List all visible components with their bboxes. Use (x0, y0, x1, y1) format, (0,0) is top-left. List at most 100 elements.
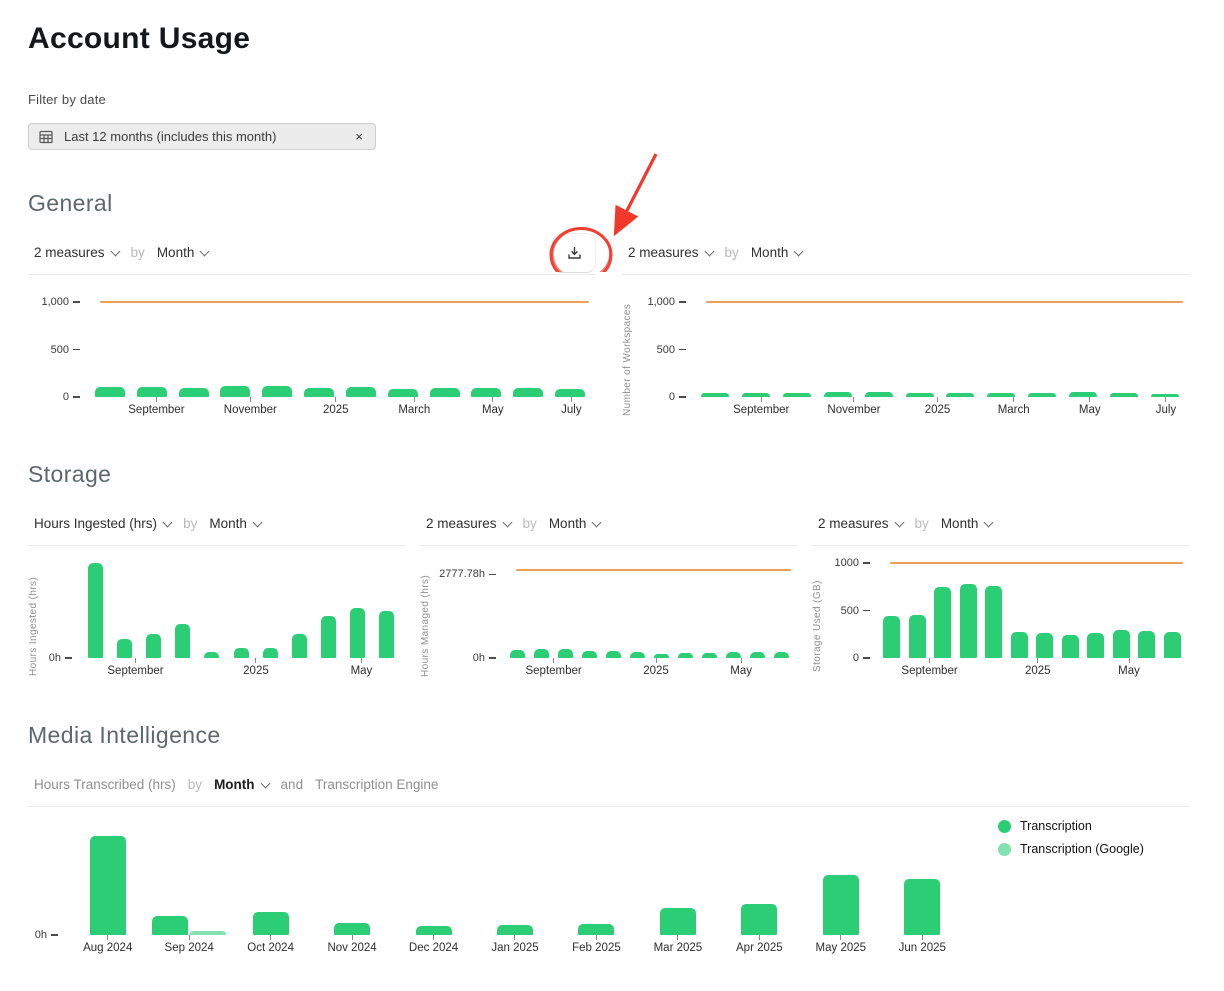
month-dropdown[interactable]: Month (157, 245, 210, 260)
by-label: by (130, 245, 145, 260)
x-label-slot (434, 397, 473, 421)
chevron-down-icon (704, 246, 714, 256)
bar (1138, 630, 1156, 658)
bar (178, 387, 209, 397)
y-tick: 0 (669, 389, 686, 405)
by-label: by (183, 516, 198, 531)
measure-dropdown[interactable]: 2 measures (628, 245, 714, 260)
bar-slot (340, 387, 382, 397)
bar-slot (719, 903, 800, 935)
y-tick: 0h (49, 650, 72, 666)
x-label-slot (1109, 397, 1147, 421)
x-label-slot: May (1071, 397, 1109, 421)
y-axis-label: Hours Ingested (hrs) (28, 576, 39, 676)
x-tick-mark (188, 935, 190, 940)
bar-slot (549, 389, 591, 397)
chart-card-workspaces: 2 measures by Month Number of Workspaces 0 50… (622, 225, 1190, 421)
x-tick-mark (758, 935, 760, 940)
bar (1061, 634, 1079, 658)
section-title-media-intelligence: Media Intelligence (28, 722, 221, 748)
measure-dropdown[interactable]: 2 measures (426, 516, 512, 531)
x-axis-labels: Aug 2024 Sep 2024 Oct 2024 Nov 2024 Dec 2024… (62, 935, 968, 959)
bar (429, 387, 460, 397)
x-label-slot: May (1118, 658, 1140, 682)
x-label-slot: July (1147, 397, 1185, 421)
bar (152, 915, 189, 935)
x-label-slot: May (730, 658, 752, 682)
x-label-slot: March (395, 397, 434, 421)
month-dropdown[interactable]: Month (209, 516, 263, 531)
x-axis-labels: September 2025 May (76, 658, 406, 682)
x-label-slot (880, 397, 918, 421)
x-tick-mark (270, 935, 272, 940)
y-tick: 1000 (835, 555, 870, 571)
chevron-down-icon (199, 246, 210, 256)
x-axis-labels: September 2025 May (500, 658, 798, 682)
chevron-down-icon (502, 517, 512, 527)
bar (605, 651, 621, 658)
bar-slot (879, 616, 905, 658)
x-label-slot: Oct 2024 (230, 935, 311, 959)
month-dropdown[interactable]: Month (549, 516, 602, 531)
x-label-slot: May 2025 (800, 935, 881, 959)
bar-slot (214, 385, 256, 397)
bar (725, 652, 741, 658)
bar-slot (382, 388, 424, 397)
x-label-slot: March (995, 397, 1033, 421)
bar-slot (800, 874, 881, 935)
x-label-slot: 2025 (316, 397, 355, 421)
x-label-slot (710, 658, 730, 682)
x-label-slot: November (224, 397, 277, 421)
month-dropdown[interactable]: Month (214, 777, 270, 792)
bar-slot (1007, 632, 1033, 658)
bar-slot (777, 392, 818, 397)
bar (823, 392, 852, 397)
bar (291, 633, 307, 658)
bar-slot (505, 649, 529, 658)
x-label-slot (1051, 658, 1073, 682)
bar (117, 638, 133, 658)
measure-dropdown[interactable]: Hours Ingested (hrs) (34, 516, 173, 531)
x-tick-mark (514, 935, 516, 940)
x-label-slot (958, 658, 980, 682)
bar (204, 651, 220, 658)
chart-toolbar: 2 measures by Month (420, 496, 798, 546)
month-dropdown[interactable]: Month (751, 245, 804, 260)
by-label: by (914, 516, 929, 531)
x-label-slot (355, 397, 394, 421)
bar (387, 388, 418, 397)
bar (864, 392, 893, 397)
bar-slot (197, 651, 226, 658)
measure-dropdown[interactable]: 2 measures (818, 516, 904, 531)
bar (934, 586, 952, 658)
x-tick-mark (492, 397, 494, 402)
x-label-slot: September (107, 658, 164, 682)
bar-slot (858, 392, 899, 397)
x-axis-labels: September November 2025 March May July (84, 397, 596, 421)
measure-dropdown[interactable]: 2 measures (34, 245, 120, 260)
bar-slot (393, 925, 474, 935)
x-tick-mark (1013, 397, 1015, 402)
bar-slot (721, 652, 745, 658)
chip-close-button[interactable]: × (355, 129, 363, 144)
chevron-down-icon (591, 517, 602, 527)
bar-slot (131, 387, 173, 397)
filter-by-date-label: Filter by date (28, 92, 106, 107)
x-tick-mark (360, 658, 362, 663)
bar (533, 648, 549, 658)
bar-slot (285, 633, 314, 658)
x-label-slot (81, 658, 107, 682)
month-dropdown[interactable]: Month (941, 516, 994, 531)
x-label-slot (772, 658, 792, 682)
bar-slot (110, 638, 139, 658)
date-filter-chip[interactable]: Last 12 months (includes this month) × (28, 123, 376, 150)
x-label-slot: 2025 (919, 397, 957, 421)
download-button[interactable] (552, 233, 596, 273)
x-tick-mark (840, 935, 842, 940)
x-tick-mark (1089, 397, 1091, 402)
bar-slot (673, 652, 697, 658)
bar-slot (601, 651, 625, 658)
bar (987, 393, 1016, 397)
chart-card-hours-transcribed: Hours Transcribed (hrs) by Month and Transcr… (28, 757, 1190, 959)
x-label-slot (695, 397, 733, 421)
